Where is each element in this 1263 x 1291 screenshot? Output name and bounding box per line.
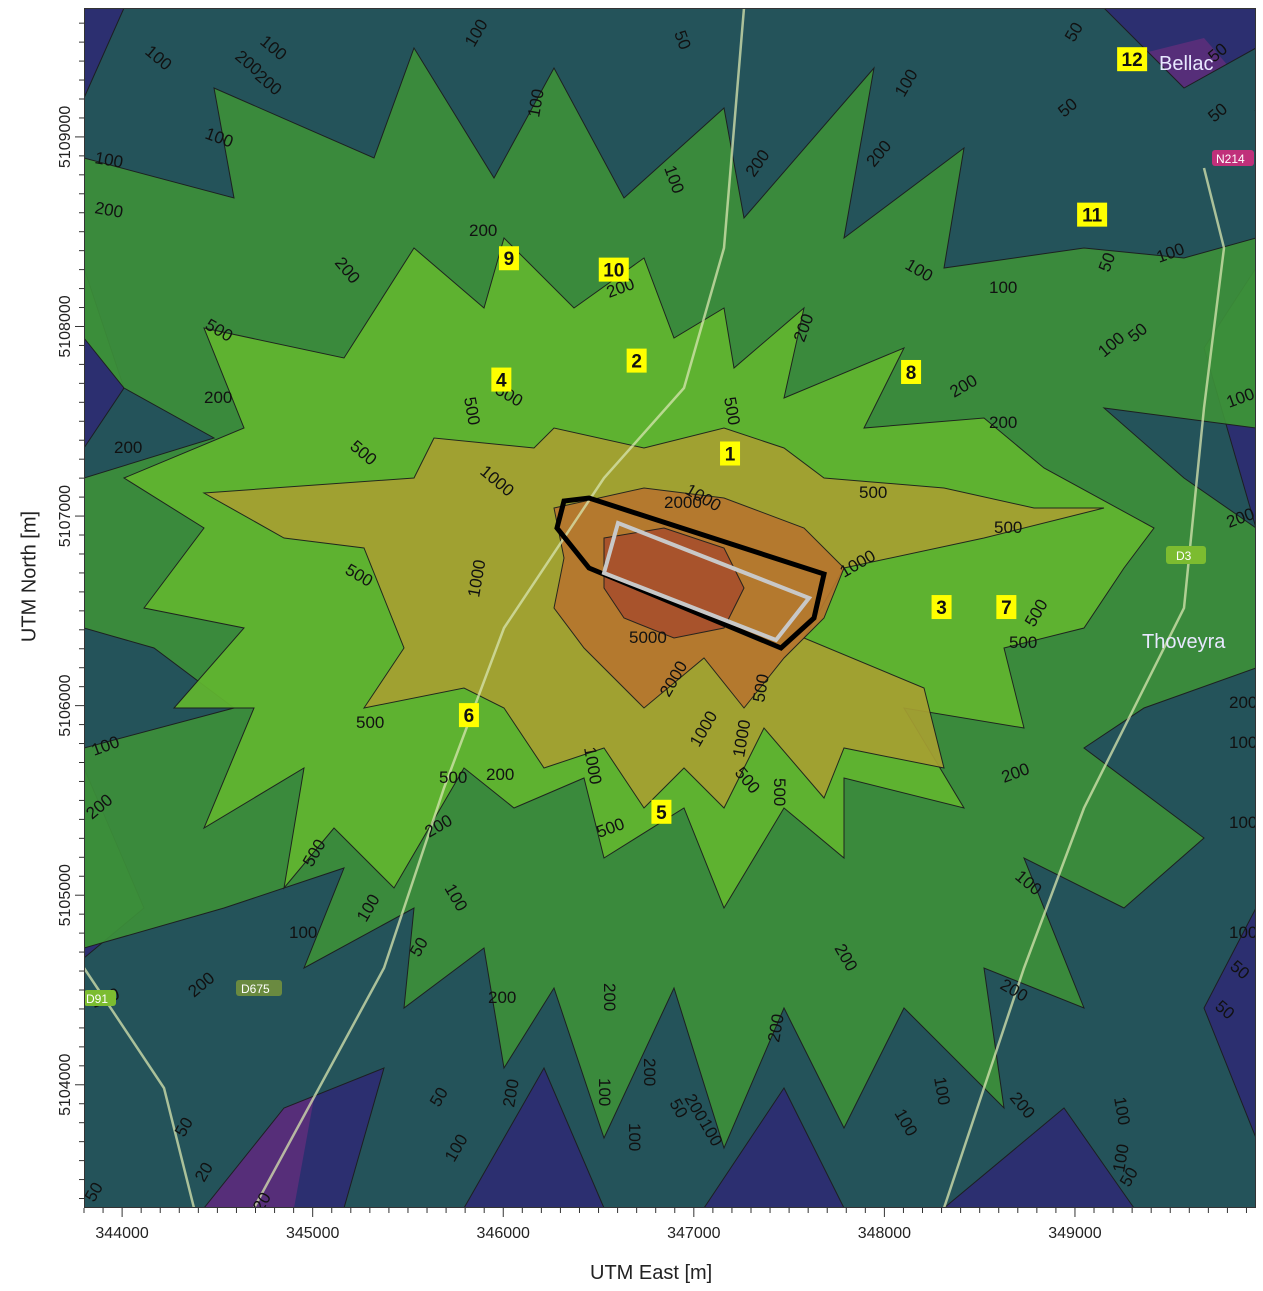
map-frame[interactable]: 100 200 100 200 100 200 100 200 200 500 200 200 500 5…	[84, 8, 1256, 1208]
receptor-3[interactable]: 3	[931, 595, 952, 620]
contour-label-500: 500	[749, 672, 773, 703]
contour-label-200: 200	[764, 1012, 788, 1043]
receptor-10[interactable]: 10	[598, 257, 629, 282]
y-tick-label: 5105000	[57, 864, 74, 926]
road-shield-d91: D91	[84, 990, 116, 1006]
receptor-11[interactable]: 11	[1077, 202, 1108, 227]
inner-boundary-outline	[601, 520, 813, 643]
x-tick-label: 349000	[1048, 1225, 1101, 1242]
y-tick-label: 5106000	[57, 674, 74, 736]
road-shield-n214: N214	[1212, 150, 1254, 166]
receptor-8[interactable]: 8	[901, 359, 922, 384]
receptor-label-6: 6	[464, 706, 475, 727]
contour-label-200: 200	[1229, 693, 1256, 712]
contour-label-100: 100	[524, 87, 548, 118]
contour-label-200: 200	[989, 413, 1017, 432]
receptor-label-9: 9	[504, 249, 515, 270]
receptor-4[interactable]: 4	[491, 367, 512, 392]
contour-label-500: 500	[356, 713, 384, 732]
contour-label-100: 100	[989, 278, 1017, 297]
svg-text:D3: D3	[1176, 549, 1192, 563]
x-tick-label: 347000	[667, 1225, 720, 1242]
x-tick-label: 345000	[286, 1225, 339, 1242]
road-shield-d3: D3	[1166, 546, 1206, 564]
contour-label-500: 500	[770, 778, 789, 806]
receptor-1[interactable]: 1	[720, 441, 741, 466]
receptor-label-8: 8	[906, 363, 917, 384]
x-axis-label: UTM East [m]	[590, 1262, 713, 1284]
receptor-label-4: 4	[496, 371, 507, 392]
receptor-7[interactable]: 7	[996, 595, 1017, 620]
contour-label-200: 200	[93, 198, 124, 222]
contour-label-100: 100	[93, 148, 124, 172]
receptor-12[interactable]: 12	[1117, 47, 1148, 72]
contour-label-100: 100	[1110, 1095, 1134, 1126]
x-tick-label: 344000	[95, 1225, 148, 1242]
contour-label-200: 200	[640, 1058, 659, 1086]
contour-label-500: 500	[720, 395, 744, 426]
svg-text:D91: D91	[86, 992, 108, 1006]
contour-label-200: 200	[469, 221, 497, 240]
contour-label-200: 200	[488, 988, 516, 1007]
contour-label-100: 100	[595, 1078, 614, 1106]
y-axis-ticks: 5104000 5105000 5106000 5107000 5108000 51090…	[57, 22, 84, 1200]
contour-label-100: 100	[625, 1123, 644, 1151]
contour-label-100: 100	[930, 1075, 954, 1106]
y-tick-label: 5107000	[57, 485, 74, 547]
receptor-5[interactable]: 5	[651, 799, 672, 824]
contour-label-200: 200	[486, 765, 514, 784]
receptor-label-2: 2	[631, 352, 642, 373]
contour-map[interactable]: 100 200 100 200 100 200 100 200 200 500 200 200 500 5…	[84, 8, 1256, 1208]
contour-label-2000: 2000	[664, 493, 702, 512]
contour-label-200: 200	[600, 983, 619, 1011]
svg-text:D675: D675	[241, 982, 270, 996]
x-tick-label: 346000	[477, 1225, 530, 1242]
contour-label-200: 200	[204, 388, 232, 407]
x-tick-label: 348000	[858, 1225, 911, 1242]
y-axis-label: UTM North [m]	[18, 510, 41, 643]
receptor-label-1: 1	[725, 444, 736, 465]
svg-text:N214: N214	[1216, 152, 1245, 166]
contour-label-500: 500	[439, 768, 467, 787]
receptor-6[interactable]: 6	[458, 703, 479, 728]
road-east	[942, 167, 1226, 1208]
contour-label-500: 500	[1009, 633, 1037, 652]
receptor-label-7: 7	[1001, 598, 1012, 619]
road-sw	[84, 967, 196, 1208]
contour-label-100: 100	[1229, 813, 1256, 832]
receptor-label-5: 5	[656, 803, 667, 824]
contour-label-50: 50	[84, 1179, 107, 1205]
y-tick-label: 5109000	[57, 106, 74, 168]
map-border	[84, 8, 1256, 1208]
y-tick-label: 5108000	[57, 295, 74, 357]
receptor-label-3: 3	[936, 598, 947, 619]
roads	[84, 8, 1226, 1208]
road-shield-d675: D675	[236, 980, 282, 996]
contour-label-100: 100	[1229, 923, 1256, 942]
road-diagonal	[252, 8, 746, 1208]
contour-label-500: 500	[460, 395, 484, 426]
contour-label-200: 200	[499, 1077, 523, 1108]
contour-label-5000: 5000	[629, 628, 667, 647]
contour-label-500: 500	[859, 483, 887, 502]
place-label-thoveyra: Thoveyra	[1142, 631, 1226, 653]
receptor-2[interactable]: 2	[626, 348, 647, 373]
place-label-bellac: Bellac	[1159, 53, 1213, 75]
receptor-9[interactable]: 9	[498, 246, 519, 271]
contour-label-200: 200	[114, 438, 142, 457]
x-axis-ticks: 344000 345000 346000 347000 348000 349000	[83, 1208, 1247, 1242]
receptor-label-12: 12	[1122, 50, 1143, 71]
y-tick-label: 5104000	[57, 1054, 74, 1116]
contour-label-100: 100	[289, 923, 317, 942]
receptor-label-10: 10	[603, 261, 624, 282]
contour-label-500: 500	[994, 518, 1022, 537]
receptor-label-11: 11	[1082, 206, 1103, 227]
contour-label-100: 100	[1109, 1142, 1133, 1173]
contour-label-100: 100	[1229, 733, 1256, 752]
